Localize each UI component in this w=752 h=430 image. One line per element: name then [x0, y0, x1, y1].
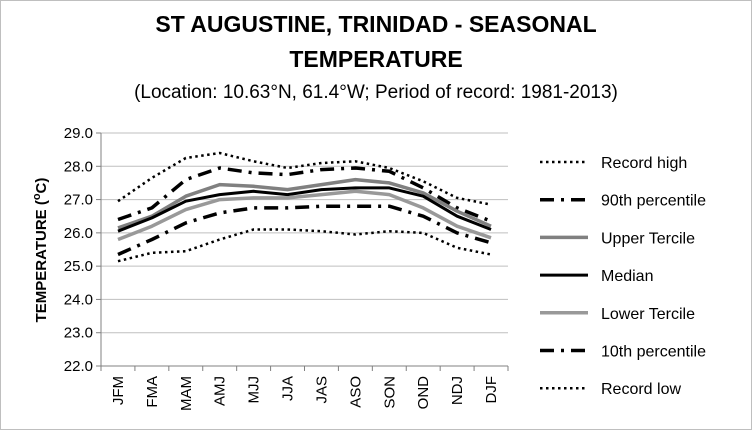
y-tick-label: 29.0	[64, 125, 93, 142]
legend-label: Record high	[601, 155, 687, 172]
legend-label: 90th percentile	[601, 193, 706, 210]
x-tick-label: MAM	[178, 376, 195, 411]
y-tick-label: 27.0	[64, 192, 93, 209]
series-line-90th-percentile	[117, 166, 492, 223]
x-tick-label: DJF	[483, 376, 500, 404]
grid-lines	[96, 132, 509, 371]
x-tick-label: OND	[415, 376, 432, 410]
series-line-record-low	[117, 228, 492, 263]
x-tick-label: NDJ	[449, 376, 466, 405]
series-line-10th-percentile	[117, 204, 492, 257]
x-tick-label: ASO	[347, 376, 364, 408]
y-tick-label: 24.0	[64, 291, 93, 308]
legend-label: Record low	[601, 381, 681, 398]
chart-subtitle: (Location: 10.63°N, 61.4°W; Period of re…	[134, 82, 618, 103]
series-line-upper-tercile	[117, 177, 492, 230]
legend-label: Lower Tercile	[601, 306, 695, 323]
legend-label: Median	[601, 268, 653, 285]
y-tick-label: 23.0	[64, 325, 93, 342]
x-tick-label: AMJ	[212, 376, 229, 406]
series-line-median	[117, 186, 492, 233]
x-tick-label: JAS	[313, 376, 330, 404]
series-line-lower-tercile	[117, 189, 492, 242]
legend-label: 10th percentile	[601, 344, 706, 361]
x-tick-labels: JFM FMA MAM AMJ MJJ JJA JAS ASO SON OND NDJ DJF	[110, 376, 500, 411]
y-axis-label: TEMPERATURE (oC)	[31, 178, 50, 323]
y-tick-label: 28.0	[64, 158, 93, 175]
x-tick-label: MJJ	[246, 376, 263, 404]
y-tick-label: 25.0	[64, 258, 93, 275]
x-tick-label: FMA	[144, 376, 161, 408]
series-lines	[117, 151, 492, 263]
x-tick-label: JJA	[280, 376, 297, 401]
y-tick-labels: 22.0 23.0 24.0 25.0 26.0 27.0 28.0 29.0	[64, 125, 93, 375]
legend: Record high 90th percentile Upper Tercile M…	[540, 155, 706, 398]
y-tick-label: 26.0	[64, 225, 93, 242]
chart-title-line2: TEMPERATURE	[289, 46, 463, 72]
legend-label: Upper Tercile	[601, 230, 695, 247]
series-line-record-high	[117, 151, 492, 206]
y-tick-label: 22.0	[64, 358, 93, 375]
chart-title: ST AUGUSTINE, TRINIDAD - SEASONAL	[155, 11, 597, 37]
x-tick-label: JFM	[110, 376, 127, 405]
x-tick-label: SON	[381, 376, 398, 409]
